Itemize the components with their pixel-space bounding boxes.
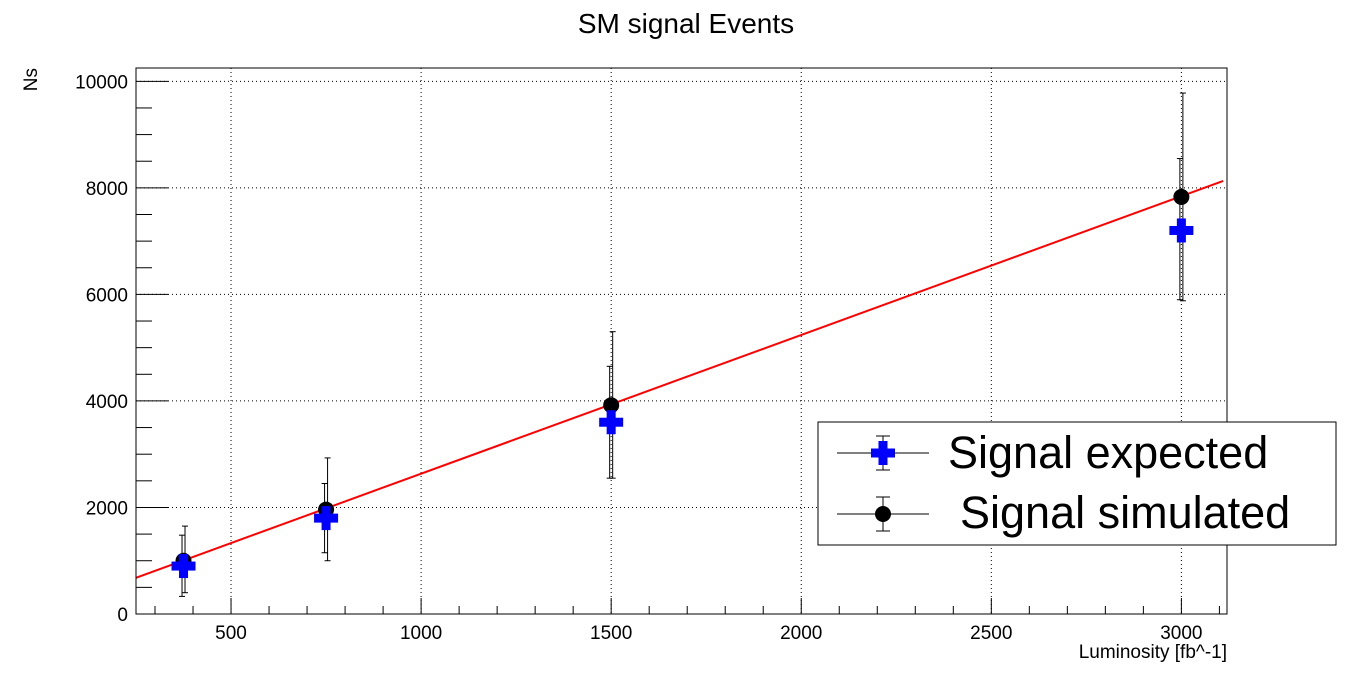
plot-frame xyxy=(135,67,1228,615)
y-axis-title: Ns xyxy=(21,68,42,91)
expected-point xyxy=(171,554,196,579)
x-tick-labels: 500 1000 1500 2000 2500 3000 xyxy=(215,623,1202,644)
legend-label-expected: Signal expected xyxy=(948,427,1268,478)
expected-point xyxy=(599,410,624,435)
x-tick-label: 2000 xyxy=(780,623,822,644)
x-tick-label: 2500 xyxy=(970,623,1012,644)
expected-point xyxy=(314,506,339,531)
y-tick-label: 8000 xyxy=(86,179,128,200)
legend-marker-simulated xyxy=(875,506,891,522)
y-tick-label: 4000 xyxy=(86,392,128,413)
x-tick-label: 1000 xyxy=(400,623,442,644)
legend-box xyxy=(817,421,1337,546)
y-tick-label: 2000 xyxy=(86,498,128,519)
simulated-point xyxy=(1173,188,1190,205)
x-tick-label: 1500 xyxy=(590,623,632,644)
legend: Signal expected Signal simulated xyxy=(817,421,1337,546)
x-axis-title: Luminosity [fb^-1] xyxy=(1079,642,1227,663)
chart-title: SM signal Events xyxy=(578,8,794,39)
x-tick-label: 3000 xyxy=(1160,623,1202,644)
y-tick-label: 10000 xyxy=(75,72,128,93)
legend-items xyxy=(837,435,929,532)
legend-label-simulated: Signal simulated xyxy=(960,487,1290,538)
simulated-point xyxy=(603,397,620,414)
x-tick-label: 500 xyxy=(215,623,247,644)
fit-line xyxy=(135,179,1224,579)
legend-marker-expected xyxy=(871,441,895,465)
grid xyxy=(136,68,1227,615)
y-tick-label: 0 xyxy=(117,605,128,626)
markers xyxy=(171,188,1194,579)
expected-point xyxy=(1169,218,1194,243)
fit-line-group xyxy=(135,179,1224,579)
y-tick-label: 6000 xyxy=(86,285,128,306)
axis-ticks xyxy=(136,80,1220,615)
y-tick-labels: 0 2000 4000 6000 8000 10000 xyxy=(75,72,128,626)
